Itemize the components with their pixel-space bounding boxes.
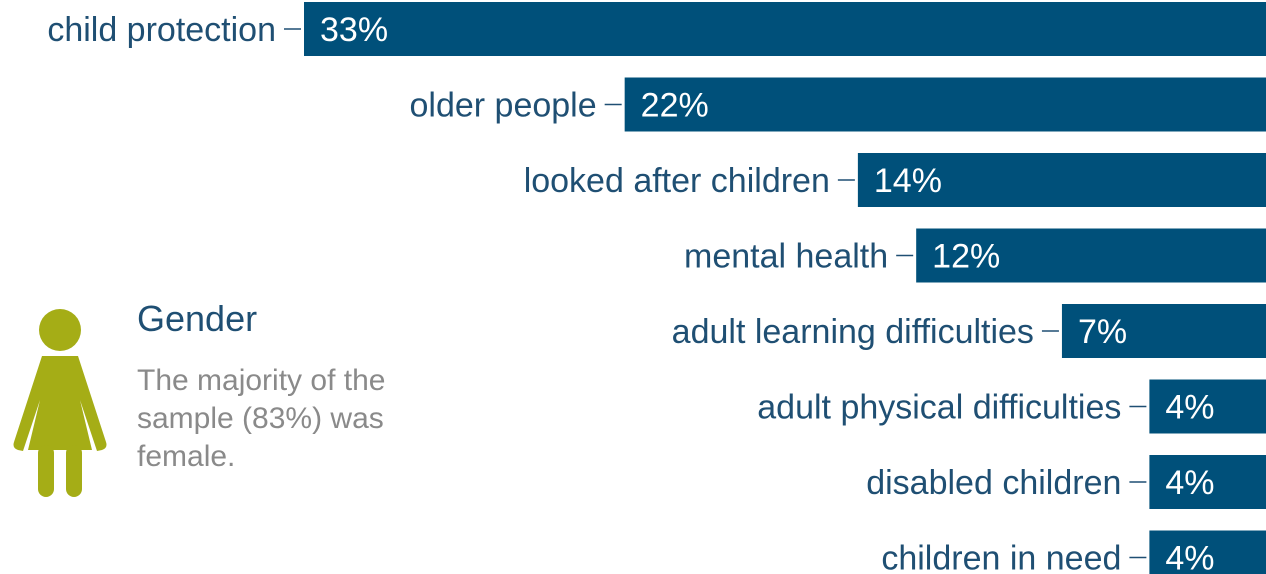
bar-children-in-need <box>1149 530 1266 574</box>
category-label-child-protection: child protection <box>47 11 276 49</box>
female-person-icon <box>13 309 107 497</box>
value-label-child-protection: 33% <box>320 11 388 49</box>
bar-adult-learning-difficulties <box>1061 304 1266 358</box>
bar-child-protection <box>304 2 1266 56</box>
bar-disabled-children <box>1149 455 1266 509</box>
value-label-adult-physical-difficulties: 4% <box>1165 389 1214 427</box>
bar-older-people <box>624 77 1266 132</box>
bar-looked-after-children <box>857 153 1266 207</box>
category-label-disabled-children: disabled children <box>866 464 1121 502</box>
category-label-older-people: older people <box>410 87 597 125</box>
value-label-disabled-children: 4% <box>1165 464 1214 502</box>
gender-title: Gender <box>137 298 258 339</box>
bar-adult-physical-difficulties <box>1149 379 1266 434</box>
category-label-adult-learning-difficulties: adult learning difficulties <box>672 313 1034 351</box>
category-label-mental-health: mental health <box>684 238 888 276</box>
value-label-looked-after-children: 14% <box>874 162 942 200</box>
category-label-looked-after-children: looked after children <box>524 162 830 200</box>
value-label-older-people: 22% <box>641 87 709 125</box>
gender-panel: Gender The majority of the sample (83%) … <box>0 290 470 510</box>
value-label-mental-health: 12% <box>932 238 1000 276</box>
bar-mental-health <box>916 228 1266 283</box>
category-label-children-in-need: children in need <box>881 540 1121 574</box>
value-label-adult-learning-difficulties: 7% <box>1078 313 1127 351</box>
category-label-adult-physical-difficulties: adult physical difficulties <box>757 389 1121 427</box>
value-label-children-in-need: 4% <box>1165 540 1214 574</box>
gender-description: The majority of the sample (83%) was fem… <box>137 364 386 473</box>
